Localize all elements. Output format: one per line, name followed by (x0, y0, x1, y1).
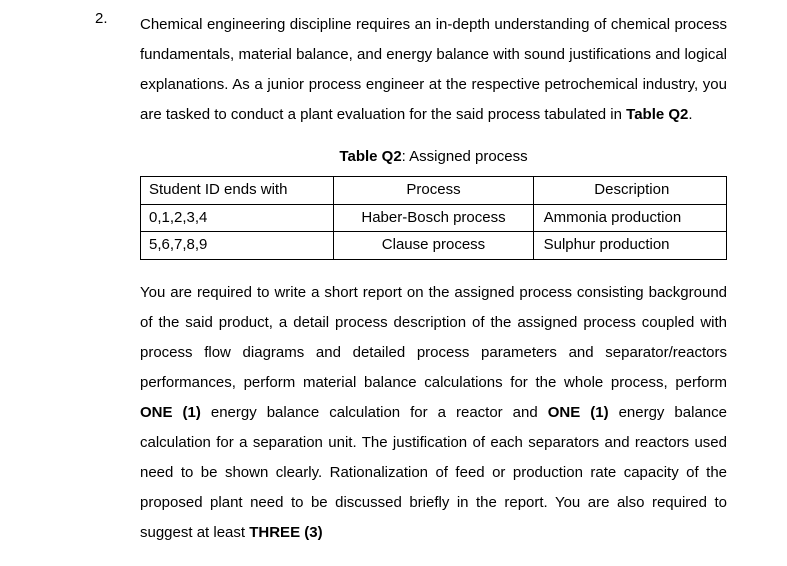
table-cell-id: 0,1,2,3,4 (141, 204, 334, 232)
table-caption-rest: : Assigned process (402, 148, 528, 165)
para2-bold-three: THREE (3) (249, 524, 322, 541)
table-row: 0,1,2,3,4 Haber-Bosch process Ammonia pr… (141, 204, 727, 232)
page: 2. Chemical engineering discipline requi… (0, 0, 787, 548)
question-number: 2. (95, 10, 108, 27)
table-caption-label: Table Q2 (339, 148, 401, 165)
table-cell-desc: Ammonia production (533, 204, 726, 232)
table-ref: Table Q2 (626, 106, 688, 123)
table-header-proc: Process (334, 177, 533, 205)
para2-seg-c: energy balance calculation for a reactor… (201, 404, 548, 421)
table-row: 5,6,7,8,9 Clause process Sulphur product… (141, 232, 727, 260)
table-caption: Table Q2: Assigned process (140, 142, 727, 172)
paragraph-intro: Chemical engineering discipline requires… (140, 10, 727, 130)
table-cell-proc: Clause process (334, 232, 533, 260)
table-header-desc: Description (533, 177, 726, 205)
para2-bold-one-1: ONE (1) (140, 404, 201, 421)
para2-bold-one-2: ONE (1) (548, 404, 609, 421)
table-cell-proc: Haber-Bosch process (334, 204, 533, 232)
table-header-row: Student ID ends with Process Description (141, 177, 727, 205)
table-cell-desc: Sulphur production (533, 232, 726, 260)
table-cell-id: 5,6,7,8,9 (141, 232, 334, 260)
paragraph-intro-tail: . (688, 106, 692, 123)
paragraph-requirements: You are required to write a short report… (140, 278, 727, 548)
assigned-process-table: Student ID ends with Process Description… (140, 176, 727, 260)
para2-seg-e: energy balance calculation for a separat… (140, 404, 727, 541)
table-header-id: Student ID ends with (141, 177, 334, 205)
para2-seg-a: You are required to write a short report… (140, 284, 727, 391)
question-body: Chemical engineering discipline requires… (140, 10, 727, 548)
